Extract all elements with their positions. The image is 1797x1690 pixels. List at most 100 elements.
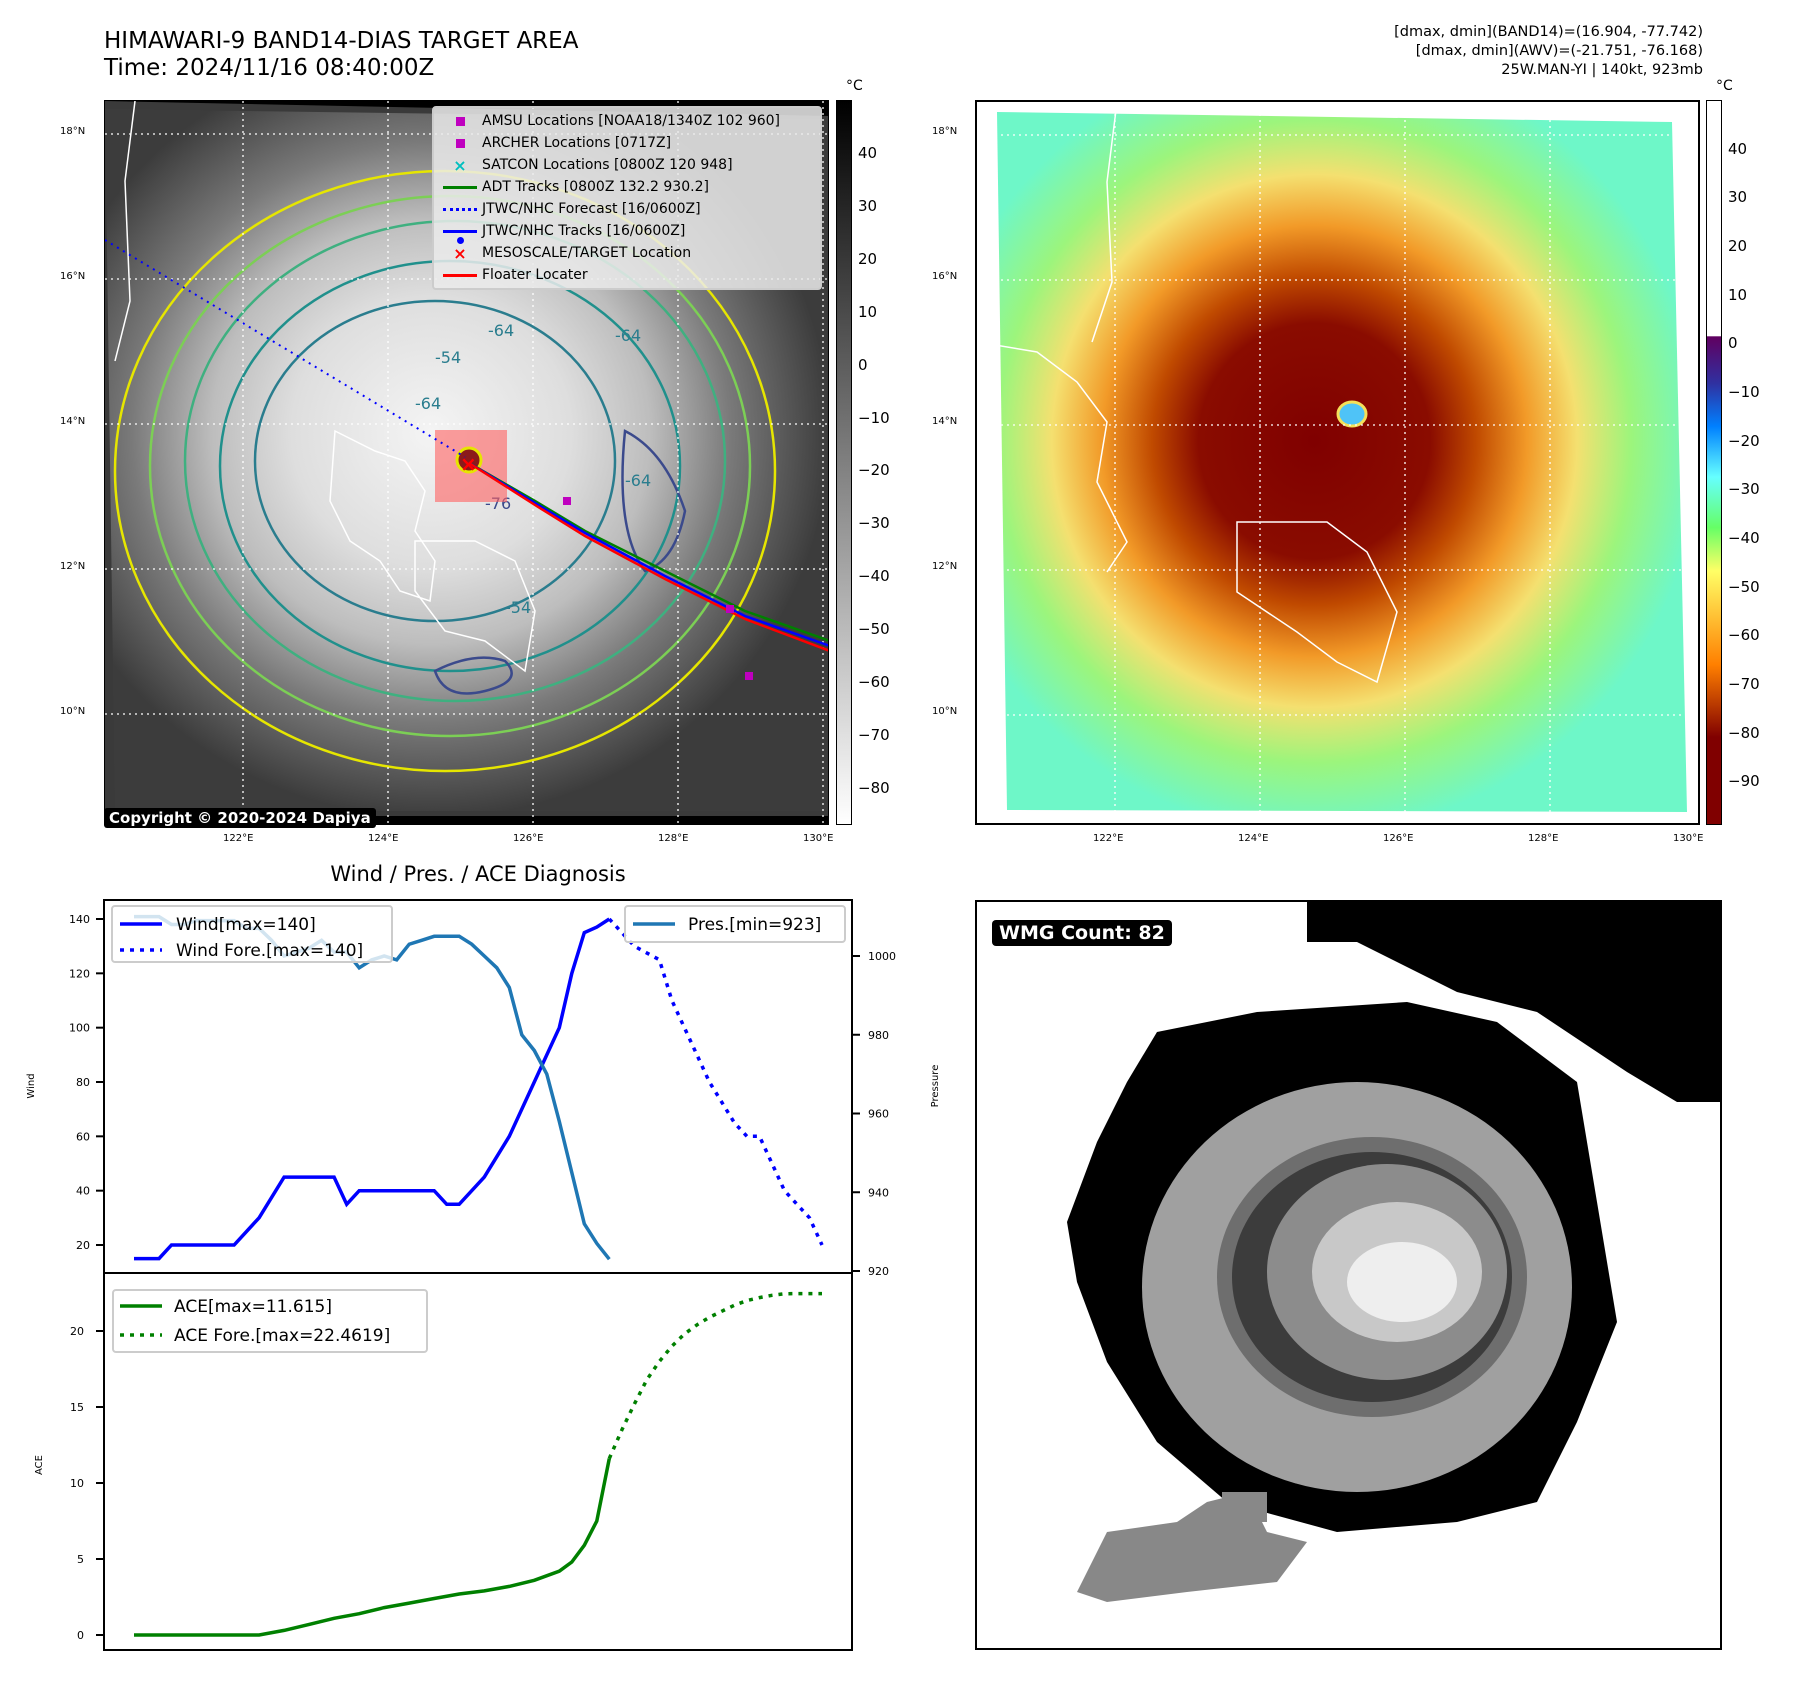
line-icon (443, 185, 477, 189)
colorbar-tick-label: −80 (1728, 723, 1760, 742)
lat-tick-label: 12°N (932, 561, 958, 572)
lat-tick-label: 14°N (60, 416, 86, 427)
colorbar-tick-label: 20 (1728, 236, 1748, 255)
title-line-1: HIMAWARI-9 BAND14-DIAS TARGET AREA (104, 28, 579, 54)
legend-label: Floater Locater (482, 267, 588, 283)
lat-tick-label: 10°N (60, 706, 86, 717)
legend-label-wind: Wind[max=140] (176, 915, 316, 935)
legend-label-ace: ACE[max=11.615] (174, 1297, 332, 1317)
legend-item-jtwc-tracks: JTWC/NHC Tracks [16/0600Z] (438, 220, 816, 244)
wmg-gray-patch (1222, 1492, 1267, 1522)
colorbar-tick-label: −20 (1728, 431, 1760, 450)
legend-label: JTWC/NHC Forecast [16/0600Z] (482, 201, 701, 217)
colorbar-tick-label: 0 (1728, 334, 1738, 353)
legend-item-mesoscale: × MESOSCALE/TARGET Location (438, 242, 816, 264)
lat-tick-label: 16°N (932, 271, 958, 282)
wmg-count-badge: WMG Count: 82 (992, 920, 1172, 946)
colorbar-unit-left: °C (846, 78, 863, 94)
colorbar-tick-label: −50 (858, 620, 890, 639)
legend-item-amsu: AMSU Locations [NOAA18/1340Z 102 960] (438, 110, 816, 132)
wind-tick-label: 20 (76, 1239, 90, 1252)
colorbar-tick-label: −20 (858, 461, 890, 480)
contour-dark-blue-2 (621, 429, 687, 573)
coastline-3 (1091, 102, 1118, 343)
line-dot-icon (443, 229, 477, 233)
contour-labels: -64 -54 -64 -76 -64 -54 -64 (415, 321, 651, 617)
ace-tick-label: 0 (77, 1629, 84, 1642)
awv-map-panel (975, 100, 1700, 825)
wind-pressure-chart: Wind Pressure 140 120 100 80 60 40 20 1000 980 9… (26, 899, 941, 1278)
lon-tick-label: 128°E (1528, 833, 1559, 844)
copyright-badge: Copyright © 2020-2024 Dapiya (104, 808, 376, 828)
map-legend: AMSU Locations [NOAA18/1340Z 102 960] AR… (432, 106, 822, 290)
amsu-marker (745, 672, 753, 680)
legend-item-satcon: × SATCON Locations [0800Z 120 948] (438, 154, 816, 176)
legend-label: JTWC/NHC Tracks [16/0600Z] (482, 223, 686, 239)
pressure-tick-label: 980 (868, 1029, 889, 1042)
lat-tick-label: 18°N (932, 126, 958, 137)
square-marker-icon (455, 138, 465, 148)
colorbar-tick-label: 30 (858, 196, 878, 215)
wmg-eye (1347, 1242, 1457, 1322)
colorbar-tick-label: −10 (1728, 382, 1760, 401)
figure-title: HIMAWARI-9 BAND14-DIAS TARGET AREA Time:… (104, 28, 578, 82)
colorbar-tick-label: 20 (858, 249, 878, 268)
x-marker-icon: × (453, 155, 467, 175)
series-line-ace (134, 1458, 612, 1637)
legend-label-wind-forecast: Wind Fore.[max=140] (176, 941, 363, 961)
title-line-2: Time: 2024/11/16 08:40:00Z (104, 55, 435, 81)
colorbar-left (836, 100, 852, 825)
wind-tick-label: 60 (76, 1130, 90, 1143)
colorbar-tick-label: 40 (1728, 139, 1748, 158)
floater-track (468, 461, 828, 652)
contour-label: -64 (625, 471, 651, 490)
colorbar-tick-label: 30 (1728, 188, 1748, 207)
storm-eye (1336, 400, 1368, 428)
lon-tick-label: 126°E (1383, 833, 1414, 844)
coastline-2 (414, 540, 536, 673)
legend-item-floater: Floater Locater (438, 264, 816, 286)
wind-tick-label: 100 (69, 1022, 90, 1035)
legend-item-adt: ADT Tracks [0800Z 132.2 930.2] (438, 176, 816, 198)
ace-tick-label: 20 (70, 1325, 84, 1338)
series-line-ace-forecast (607, 1291, 822, 1460)
jtwc-forecast-track (105, 239, 466, 458)
legend-item-archer: ARCHER Locations [0717Z] (438, 132, 816, 154)
legend-label: AMSU Locations [NOAA18/1340Z 102 960] (482, 113, 781, 129)
contour-blue-teal (253, 299, 617, 623)
colorbar-tick-label: −80 (858, 778, 890, 797)
adt-track (468, 461, 828, 642)
colorbar-right (1706, 100, 1722, 825)
ace-tick-label: 15 (70, 1401, 84, 1414)
lon-tick-label: 130°E (1673, 833, 1704, 844)
ace-axis-label: ACE (34, 1455, 45, 1475)
wind-y-ticks: 140 120 100 80 60 40 20 (69, 913, 104, 1252)
legend-item-jtwc-forecast: JTWC/NHC Forecast [16/0600Z] (438, 198, 816, 220)
colorbar-unit-right: °C (1716, 78, 1733, 94)
jtwc-track (468, 461, 828, 647)
amsu-archer-markers (563, 497, 753, 680)
storm-info: [dmax, dmin](BAND14)=(16.904, -77.742) [… (1394, 23, 1703, 80)
wind-tick-label: 140 (69, 913, 90, 926)
contour-label: -64 (615, 326, 641, 345)
info-line-awv: [dmax, dmin](AWV)=(-21.751, -76.168) (1415, 43, 1703, 59)
gridlines (977, 102, 1698, 823)
lon-tick-label: 122°E (223, 833, 254, 844)
mesoscale-target-marker: × (460, 452, 477, 476)
info-line-band14: [dmax, dmin](BAND14)=(16.904, -77.742) (1394, 24, 1703, 40)
legend-label: MESOSCALE/TARGET Location (482, 245, 692, 261)
ace-chart: ACE 20 15 10 5 0 ACE[max=11.615] ACE Fore.[m… (34, 1273, 853, 1651)
colorbar-tick-label: −40 (858, 567, 890, 586)
lat-tick-label: 12°N (60, 561, 86, 572)
pressure-axis-label: Pressure (930, 1065, 941, 1108)
wmg-panel (975, 900, 1722, 1650)
coastline (329, 429, 436, 603)
legend-label-ace-forecast: ACE Fore.[max=22.4619] (174, 1326, 390, 1346)
wind-legend: Wind[max=140] Wind Fore.[max=140] (111, 905, 393, 963)
legend-label: ARCHER Locations [0717Z] (482, 135, 672, 151)
contour-label: -64 (415, 394, 441, 413)
lat-tick-label: 18°N (60, 126, 86, 137)
square-marker-icon (455, 116, 465, 126)
ace-y-ticks: 20 15 10 5 0 (70, 1325, 104, 1642)
archer-marker (563, 497, 571, 505)
